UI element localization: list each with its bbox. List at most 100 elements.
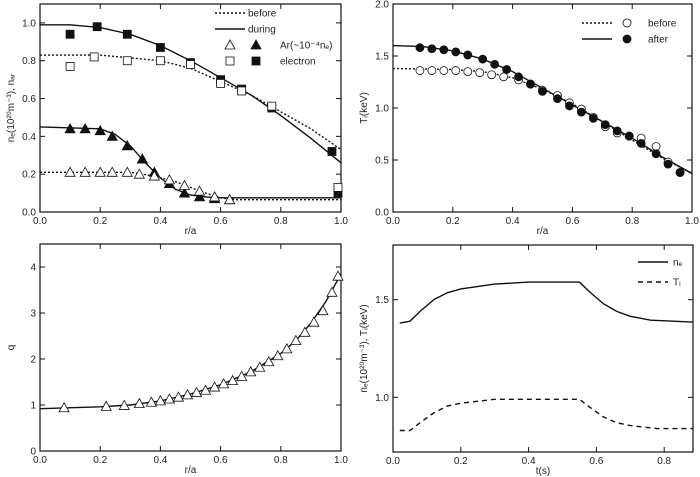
series-line xyxy=(399,281,694,324)
panel-1: 0.0 0.2 0.4 0.6 0.8 1.0 0.0 0.2 0.4 0.6 0.8 1.0 r/a n… xyxy=(6,3,348,237)
data-point xyxy=(94,124,106,136)
data-point xyxy=(299,326,311,337)
x-tick-label: 0.0 xyxy=(386,456,400,467)
data-point xyxy=(122,56,132,66)
panel-4: 0.0 0.2 0.4 0.6 0.8 1.0 1.5 t(s) nₑ(10²⁰m⁻³), Tᵢ… xyxy=(359,244,694,477)
data-point xyxy=(326,286,338,297)
data-point xyxy=(415,43,425,53)
series-line xyxy=(392,67,693,175)
data-point xyxy=(193,191,206,202)
data-point xyxy=(427,66,437,75)
x-tick-label: 0.2 xyxy=(446,216,460,227)
series-4 xyxy=(65,52,343,192)
series-line xyxy=(392,44,693,175)
legend-marker xyxy=(250,39,262,50)
x-axis-label: r/a xyxy=(537,226,549,237)
data-point xyxy=(148,170,161,181)
data-point xyxy=(245,366,257,377)
series-1 xyxy=(399,281,694,324)
data-point xyxy=(415,66,425,75)
data-point xyxy=(451,66,461,75)
x-tick-label: 0.4 xyxy=(153,455,167,466)
y-tick-label: 3 xyxy=(30,309,36,320)
data-point xyxy=(514,72,523,82)
legend-marker xyxy=(622,18,632,28)
panel-3: 0.0 0.2 0.4 0.6 0.8 1.0 0 1 2 3 4 r/a q xyxy=(6,243,348,476)
legend-label: after xyxy=(648,35,669,46)
y-tick-label: 0.0 xyxy=(22,208,36,219)
data-point xyxy=(636,138,646,148)
data-point xyxy=(79,166,91,177)
legend-marker xyxy=(224,39,236,50)
x-tick-label: 1.0 xyxy=(685,216,699,227)
legend: before during Ar(~10⁻⁴nₑ) electron xyxy=(215,9,332,68)
x-tick-label: 0.0 xyxy=(33,455,47,466)
data-point xyxy=(89,52,99,62)
data-point xyxy=(553,94,562,104)
data-point xyxy=(155,56,165,66)
y-tick-label: 1.0 xyxy=(375,393,389,404)
legend-marker xyxy=(622,34,632,44)
data-point xyxy=(122,29,132,39)
data-point xyxy=(106,166,118,177)
data-point xyxy=(136,153,149,164)
y-axis-label: Tᵢ(keV) xyxy=(359,92,370,124)
data-point xyxy=(478,54,488,64)
data-point xyxy=(675,168,685,177)
data-point xyxy=(263,355,275,367)
data-point xyxy=(451,47,461,57)
y-tick-label: 1.5 xyxy=(375,295,389,306)
legend-marker xyxy=(225,56,235,66)
series-line xyxy=(40,171,341,201)
series-1 xyxy=(392,44,693,175)
plot-frame xyxy=(39,243,342,452)
x-tick-label: 0.4 xyxy=(153,216,167,227)
y-tick-label: 1 xyxy=(30,401,36,412)
data-point xyxy=(133,397,146,409)
data-point xyxy=(193,185,206,196)
y-axis-label: nₑ(10²⁰m⁻³), nₐᵣ xyxy=(6,73,17,142)
data-point xyxy=(199,384,212,395)
series-6 xyxy=(40,171,341,201)
y-tick-label: 1.0 xyxy=(375,104,389,115)
data-point xyxy=(181,389,194,400)
x-axis-label: r/a xyxy=(185,226,197,237)
data-point xyxy=(172,391,185,402)
panel-2: 0.0 0.2 0.4 0.6 0.8 1.0 0.0 0.5 1.0 1.5 2.0 r/a Tᵢ(k… xyxy=(359,0,699,237)
data-point xyxy=(155,43,165,52)
series-2 xyxy=(399,398,693,432)
data-point xyxy=(254,361,266,372)
legend: nₑ Tᵢ xyxy=(638,258,683,289)
data-point xyxy=(163,393,176,404)
data-point xyxy=(65,62,75,71)
plot-frame xyxy=(39,3,342,213)
data-point xyxy=(281,343,293,354)
data-point xyxy=(208,381,221,392)
data-point xyxy=(624,131,634,141)
series-2 xyxy=(392,67,693,175)
data-point xyxy=(576,107,586,117)
data-point xyxy=(600,120,610,130)
data-point xyxy=(332,270,344,281)
data-point xyxy=(190,386,203,397)
legend-label: during xyxy=(248,25,276,36)
data-point xyxy=(308,316,320,327)
legend-marker xyxy=(251,56,261,66)
x-tick-label: 0.8 xyxy=(274,216,288,227)
legend-label: nₑ xyxy=(673,258,683,269)
data-point xyxy=(226,374,239,386)
data-point xyxy=(58,401,70,413)
data-point xyxy=(439,66,449,75)
data-point xyxy=(106,130,118,141)
x-tick-label: 0.0 xyxy=(386,216,400,227)
x-tick-label: 0.2 xyxy=(454,456,468,467)
data-point xyxy=(327,147,337,156)
y-axis-label: nₑ(10²⁰m⁻³), Tᵢ(keV) xyxy=(359,304,370,392)
y-tick-label: 2 xyxy=(30,355,36,366)
series-2 xyxy=(58,270,344,413)
data-point xyxy=(223,193,236,205)
series-4 xyxy=(415,43,685,177)
data-point xyxy=(427,44,437,54)
data-point xyxy=(663,159,673,169)
x-tick-label: 0.6 xyxy=(589,456,603,467)
